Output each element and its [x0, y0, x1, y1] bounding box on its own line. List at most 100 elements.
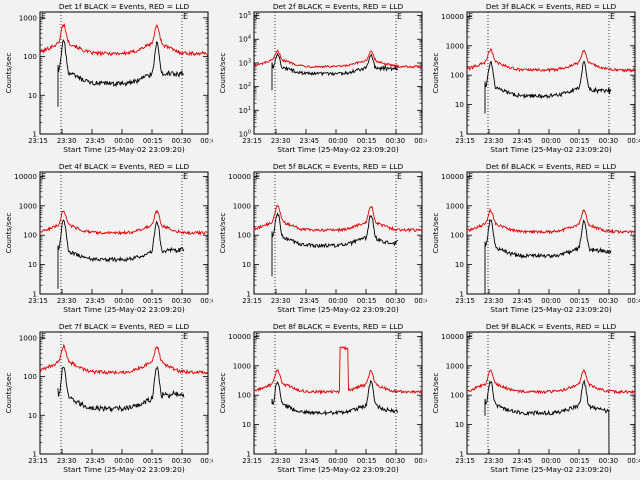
- x-tick-label: 23:30: [271, 457, 291, 465]
- y-tick-label: 100: [237, 231, 251, 240]
- series-lld-red: [253, 204, 423, 234]
- y-tick-label: 10: [28, 411, 38, 420]
- series-lld-red: [40, 343, 209, 375]
- x-tick-label: 23:30: [484, 297, 504, 305]
- series-lld-red: [253, 345, 423, 395]
- y-tick-label: 1: [459, 130, 464, 139]
- x-tick-label: 23:15: [242, 297, 262, 305]
- start-marker: E: [41, 12, 46, 21]
- x-tick-label: 00:15: [570, 457, 590, 465]
- chart-panel-9: Det 9f BLACK = Events, RED = LLD 1 10 100 10…: [431, 322, 640, 474]
- chart-panel-7: Det 7f BLACK = Events, RED = LLD 1 10 100 10…: [4, 322, 213, 474]
- y-tick-label: 10: [455, 100, 465, 109]
- x-tick-label: 00:00: [541, 457, 561, 465]
- x-axis-label: Start Time (25-May-02 23:09:20): [490, 145, 612, 154]
- chart-title: Det 1f BLACK = Events, RED = LLD: [59, 2, 190, 11]
- plot-frame: [466, 331, 636, 455]
- x-tick-label: 23:45: [86, 137, 106, 145]
- chart-title: Det 3f BLACK = Events, RED = LLD: [486, 2, 617, 11]
- y-tick-label: 10000: [228, 172, 251, 181]
- series-lld-red: [466, 48, 636, 73]
- y-axis-label: Counts/sec: [218, 213, 227, 254]
- x-tick-label: 23:45: [86, 297, 106, 305]
- x-axis-label: Start Time (25-May-02 23:09:20): [63, 145, 185, 154]
- chart-panel-6: Det 6f BLACK = Events, RED = LLD 1 10 100 10…: [431, 162, 640, 314]
- x-tick-label: 00:45: [627, 297, 640, 305]
- x-axis-label: Start Time (25-May-02 23:09:20): [63, 305, 185, 314]
- series-lld-red: [466, 368, 636, 395]
- x-tick-label: 00:30: [386, 137, 406, 145]
- series-events-black: [484, 379, 610, 455]
- y-tick-label: 1000: [446, 361, 465, 370]
- x-tick-label: 00:30: [172, 297, 192, 305]
- x-tick-label: 00:30: [599, 457, 619, 465]
- x-tick-label: 23:45: [300, 297, 320, 305]
- y-axis-label: Counts/sec: [431, 53, 440, 94]
- x-tick-label: 23:15: [242, 137, 262, 145]
- y-tick-label: 1: [246, 450, 251, 459]
- y-tick-label: 100: [450, 231, 464, 240]
- start-marker: E: [41, 172, 46, 181]
- start-marker: E: [255, 12, 260, 21]
- series-events-black: [57, 365, 185, 413]
- x-tick-label: 00:15: [357, 137, 377, 145]
- x-tick-label: 00:00: [114, 457, 134, 465]
- x-axis-label: Start Time (25-May-02 23:09:20): [490, 465, 612, 474]
- x-tick-label: 23:45: [513, 457, 533, 465]
- x-tick-label: 00:30: [599, 137, 619, 145]
- y-tick-label: 1000: [233, 201, 252, 210]
- start-marker: E: [255, 332, 260, 341]
- x-tick-label: 00:45: [414, 457, 427, 465]
- x-tick-label: 23:15: [455, 137, 475, 145]
- x-tick-label: 00:00: [541, 297, 561, 305]
- chart-title: Det 8f BLACK = Events, RED = LLD: [273, 322, 404, 331]
- chart-title: Det 2f BLACK = Events, RED = LLD: [273, 2, 404, 11]
- x-axis-label: Start Time (25-May-02 23:09:20): [277, 145, 399, 154]
- x-tick-label: 00:00: [541, 137, 561, 145]
- y-tick-label: 1: [459, 290, 464, 299]
- x-tick-label: 00:00: [328, 297, 348, 305]
- x-tick-label: 00:15: [570, 137, 590, 145]
- y-tick-label: 100: [23, 372, 37, 381]
- chart-panel-8: Det 8f BLACK = Events, RED = LLD 1 10 100 10…: [218, 322, 427, 474]
- x-tick-label: 00:15: [143, 457, 163, 465]
- x-tick-label: 00:30: [386, 457, 406, 465]
- y-tick-label: 10000: [441, 332, 464, 341]
- series-events-black: [484, 60, 612, 114]
- x-tick-label: 23:45: [86, 457, 106, 465]
- y-tick-label: 1000: [446, 201, 465, 210]
- chart-title: Det 6f BLACK = Events, RED = LLD: [486, 162, 617, 171]
- x-tick-label: 00:45: [414, 137, 427, 145]
- chart-panel-5: Det 5f BLACK = Events, RED = LLD 1 10 100 10…: [218, 162, 427, 314]
- plot-frame: [39, 11, 209, 135]
- y-tick-label: 100: [239, 130, 251, 139]
- y-axis-label: Counts/sec: [218, 53, 227, 94]
- y-tick-label: 10: [455, 420, 465, 429]
- end-marker: E: [610, 332, 615, 341]
- x-tick-label: 23:15: [28, 297, 48, 305]
- chart-title: Det 7f BLACK = Events, RED = LLD: [59, 322, 190, 331]
- y-tick-label: 1: [246, 290, 251, 299]
- y-axis-label: Counts/sec: [4, 53, 13, 94]
- x-tick-label: 23:45: [513, 137, 533, 145]
- end-marker: E: [183, 332, 188, 341]
- x-tick-label: 00:00: [114, 297, 134, 305]
- plot-frame: [39, 331, 209, 455]
- chart-panel-4: Det 4f BLACK = Events, RED = LLD 1 10 100 10…: [4, 162, 213, 314]
- x-tick-label: 00:15: [357, 457, 377, 465]
- series-lld-red: [39, 23, 209, 57]
- end-marker: E: [183, 172, 188, 181]
- end-marker: E: [397, 12, 402, 21]
- x-tick-label: 23:15: [455, 297, 475, 305]
- y-tick-label: 1: [459, 450, 464, 459]
- start-marker: E: [468, 172, 473, 181]
- x-tick-label: 23:30: [271, 297, 291, 305]
- y-tick-label: 10000: [441, 172, 464, 181]
- x-tick-label: 23:30: [57, 297, 77, 305]
- x-tick-label: 00:30: [599, 297, 619, 305]
- y-tick-label: 10000: [441, 12, 464, 21]
- x-tick-label: 23:30: [57, 457, 77, 465]
- end-marker: E: [610, 12, 615, 21]
- x-tick-label: 00:30: [172, 137, 192, 145]
